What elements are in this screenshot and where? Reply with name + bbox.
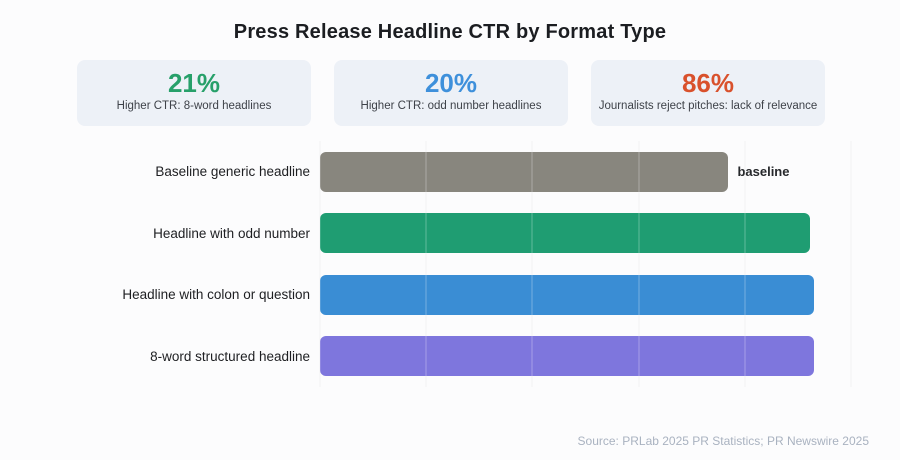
source-attribution: Source: PRLab 2025 PR Statistics; PR New…: [577, 434, 869, 448]
gridline: [850, 141, 852, 387]
bar-row: [320, 203, 851, 265]
stat-card-journalist-rejection: 86% Journalists reject pitches: lack of …: [591, 60, 825, 126]
stat-value: 20%: [424, 68, 478, 98]
stat-cards: 21% Higher CTR: 8-word headlines 20% Hig…: [77, 60, 825, 126]
bar-row: baseline: [320, 141, 851, 203]
category-label: Baseline generic headline: [155, 164, 310, 180]
bar-baseline-generic-headline: [320, 151, 729, 192]
stat-label: Journalists reject pitches: lack of rele…: [598, 99, 818, 112]
stat-label: Higher CTR: 8-word headlines: [116, 99, 272, 112]
chart-title: Press Release Headline CTR by Format Typ…: [233, 21, 667, 43]
stat-label: Higher CTR: odd number headlines: [360, 99, 542, 112]
category-label: Headline with odd number: [153, 225, 310, 241]
stat-card-8-word-ctr: 21% Higher CTR: 8-word headlines: [77, 60, 311, 126]
stat-value: 21%: [167, 68, 221, 98]
gridline: [638, 141, 640, 387]
gridline: [425, 141, 427, 387]
bar-row: [320, 264, 851, 326]
gridline: [744, 141, 746, 387]
gridline: [744, 141, 746, 387]
gridline: [319, 141, 321, 387]
bar-row: [320, 326, 851, 388]
gridline: [850, 141, 852, 387]
category-label: Headline with colon or question: [122, 287, 310, 303]
gridline: [425, 141, 427, 387]
gridline: [531, 141, 533, 387]
stat-value: 86%: [681, 68, 735, 98]
gridline: [638, 141, 640, 387]
gridline: [319, 141, 321, 387]
plot-area: baseline: [319, 141, 852, 388]
gridline: [531, 141, 533, 387]
category-label: 8-word structured headline: [150, 348, 310, 364]
baseline-annotation: baseline: [737, 164, 790, 180]
stat-card-odd-number-ctr: 20% Higher CTR: odd number headlines: [334, 60, 568, 126]
bar-chart: Baseline generic headline Headline with …: [0, 141, 900, 387]
category-labels: Baseline generic headline Headline with …: [0, 141, 310, 387]
bar-headline-with-colon-or-question: [320, 274, 815, 315]
bar-headline-with-odd-number: [320, 213, 811, 254]
bar-8-word-structured-headline: [320, 336, 815, 377]
